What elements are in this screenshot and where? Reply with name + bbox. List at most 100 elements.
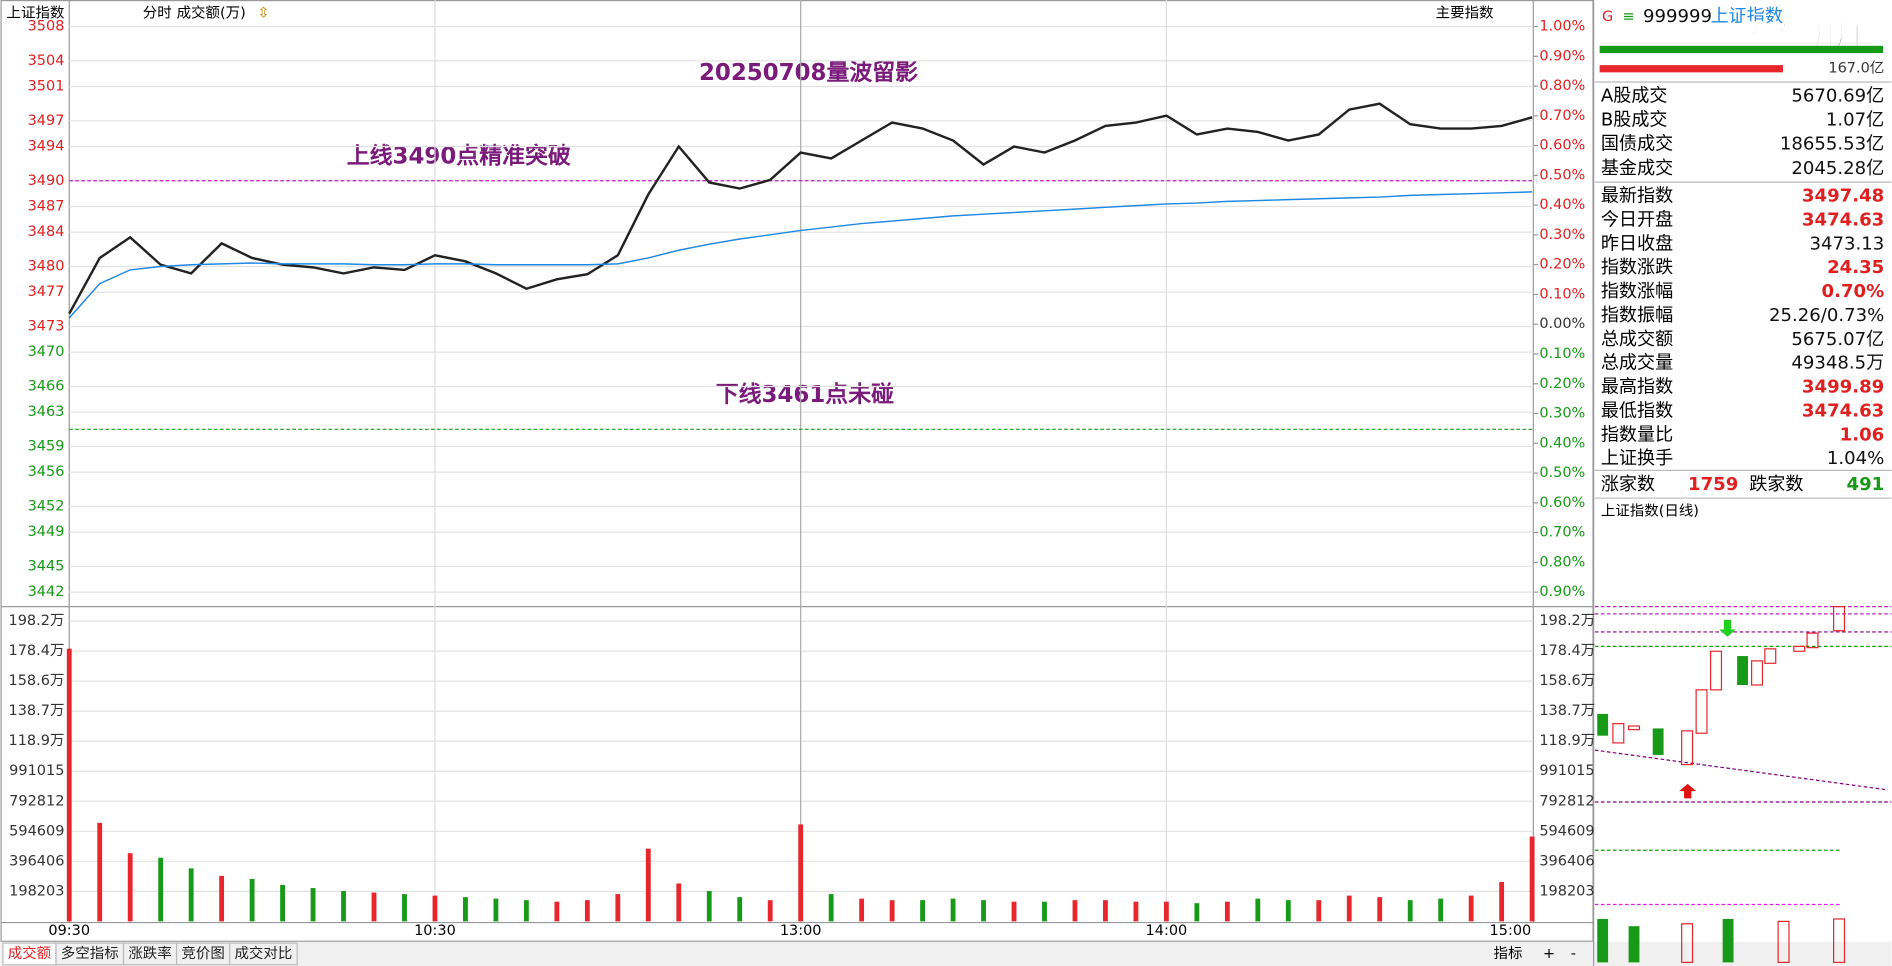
y-tick-label: 138.7万 <box>9 703 65 719</box>
volume-bar <box>1316 900 1322 922</box>
volume-bar <box>1011 901 1017 922</box>
code: 999999 <box>1643 6 1712 27</box>
volume-bar <box>1072 900 1078 922</box>
y2-tick-label: 0.20% <box>1539 257 1585 273</box>
row-value: 3497.48 <box>1802 186 1884 207</box>
volume-bar <box>1377 897 1383 922</box>
y2-tick-label: 178.4万 <box>1539 643 1595 659</box>
tool-button[interactable]: + <box>1543 946 1555 962</box>
y2-tick-label: 118.9万 <box>1539 733 1595 749</box>
tab[interactable]: 成交额(万) <box>177 3 246 21</box>
candle <box>1737 656 1748 686</box>
tab[interactable]: 分时 <box>143 4 172 21</box>
volume-bar <box>767 900 773 922</box>
y2-tick-label: 0.70% <box>1539 108 1585 124</box>
volume-bar <box>920 900 925 922</box>
candle <box>1695 689 1708 734</box>
y-tick-label: 198.2万 <box>9 613 65 629</box>
y-tick-label: 3456 <box>28 464 65 480</box>
y2-tick-label: 0.60% <box>1539 138 1585 154</box>
candle <box>1627 725 1641 731</box>
volume-bar <box>523 900 529 922</box>
chart-title: 上证指数 <box>7 4 65 21</box>
y-tick-label: 3452 <box>28 498 65 514</box>
candle <box>1597 713 1609 736</box>
tab-label[interactable]: 成交额 <box>8 944 52 962</box>
row-value: 18655.53亿 <box>1780 134 1884 155</box>
candle <box>1793 645 1806 652</box>
row-value: 25.26/0.73% <box>1769 305 1884 326</box>
row-value: 5675.07亿 <box>1791 329 1884 350</box>
tool-button[interactable]: 指标 <box>1494 945 1523 962</box>
y-tick-label: 991015 <box>9 763 64 779</box>
down-arrow <box>1719 619 1736 637</box>
volume-bar <box>158 857 164 922</box>
y2-tick-label: 0.50% <box>1539 167 1585 183</box>
tab-label[interactable]: 多空指标 <box>61 945 119 962</box>
tab-label[interactable]: 成交对比 <box>234 944 292 962</box>
row-label: 最新指数 <box>1601 186 1673 207</box>
y-tick-label: 3497 <box>28 113 65 129</box>
y-tick-label: 178.4万 <box>9 643 65 659</box>
row-label: 跌家数 <box>1749 474 1803 495</box>
y2-tick-label: 0.40% <box>1539 197 1585 213</box>
y2-tick-label: 991015 <box>1539 763 1594 779</box>
row-label: 昨日收盘 <box>1601 233 1673 254</box>
candle <box>1764 648 1777 664</box>
row-value: 1759 <box>1688 474 1738 495</box>
row-label: 总成交额 <box>1601 329 1673 350</box>
row-value: 1.07亿 <box>1826 110 1884 131</box>
volume-bar <box>1529 836 1535 922</box>
y-tick-label: 3508 <box>28 19 65 35</box>
y-tick-label: 3442 <box>28 584 65 600</box>
tab-label[interactable]: 涨跌率 <box>128 945 171 962</box>
price-line <box>68 102 1533 315</box>
tab-label[interactable]: 竞价图 <box>181 944 224 962</box>
ratio-bar <box>1599 65 1783 73</box>
row-value: 5670.69亿 <box>1791 85 1884 106</box>
tool-button[interactable]: - <box>1571 946 1576 962</box>
y2-tick-label: 138.7万 <box>1539 703 1595 719</box>
row-value: 49348.5万 <box>1791 353 1884 374</box>
y2-tick-label: 396406 <box>1539 853 1594 869</box>
volume-bar <box>310 888 316 922</box>
y2-tick-label: 594609 <box>1539 823 1594 839</box>
tab[interactable] <box>229 942 298 966</box>
y-tick-label: 3466 <box>28 378 65 394</box>
x-tick-label: 14:00 <box>1146 923 1188 939</box>
volume-bar <box>1438 898 1444 922</box>
volume-bar <box>97 822 103 922</box>
menu[interactable]: ≡ <box>1623 9 1635 25</box>
volume-bar <box>1597 918 1609 963</box>
volume-bar <box>889 900 895 922</box>
y2-tick-label: 0.10% <box>1539 286 1585 302</box>
volume-bar <box>554 901 560 922</box>
y-tick-label: 3473 <box>28 318 65 334</box>
row-label: 基金成交 <box>1601 158 1673 179</box>
x-tick-label: 13:00 <box>780 923 822 939</box>
y2-tick-label: 0.70% <box>1539 525 1585 541</box>
annotation: 下线3461点未碰 <box>716 381 894 408</box>
row-label: 今日开盘 <box>1601 209 1673 230</box>
y-tick-label: 198203 <box>9 883 64 899</box>
amount: 167.0亿 <box>1828 60 1884 77</box>
volume-bar <box>127 853 133 922</box>
candle <box>1612 722 1625 744</box>
y-tick-label: 3501 <box>28 79 65 95</box>
volume-bar <box>1777 920 1790 963</box>
candle <box>1751 660 1764 686</box>
indicator-menu[interactable]: 主要指数 <box>1436 4 1494 21</box>
volume-bar <box>1285 900 1291 922</box>
y2-tick-label: 0.90% <box>1539 48 1585 64</box>
volume-bar <box>859 898 865 922</box>
volume-bar <box>1224 901 1230 922</box>
volume-bar <box>1103 900 1108 922</box>
y-tick-label: 158.6万 <box>9 673 65 689</box>
name: 上证指数 <box>1711 6 1783 27</box>
volume-bar <box>1133 901 1139 922</box>
row-label: 上证换手 <box>1601 448 1673 469</box>
y2-tick-label: 0.30% <box>1539 406 1585 422</box>
x-tick-label: 10:30 <box>414 923 456 939</box>
row-label: 最低指数 <box>1601 400 1673 421</box>
